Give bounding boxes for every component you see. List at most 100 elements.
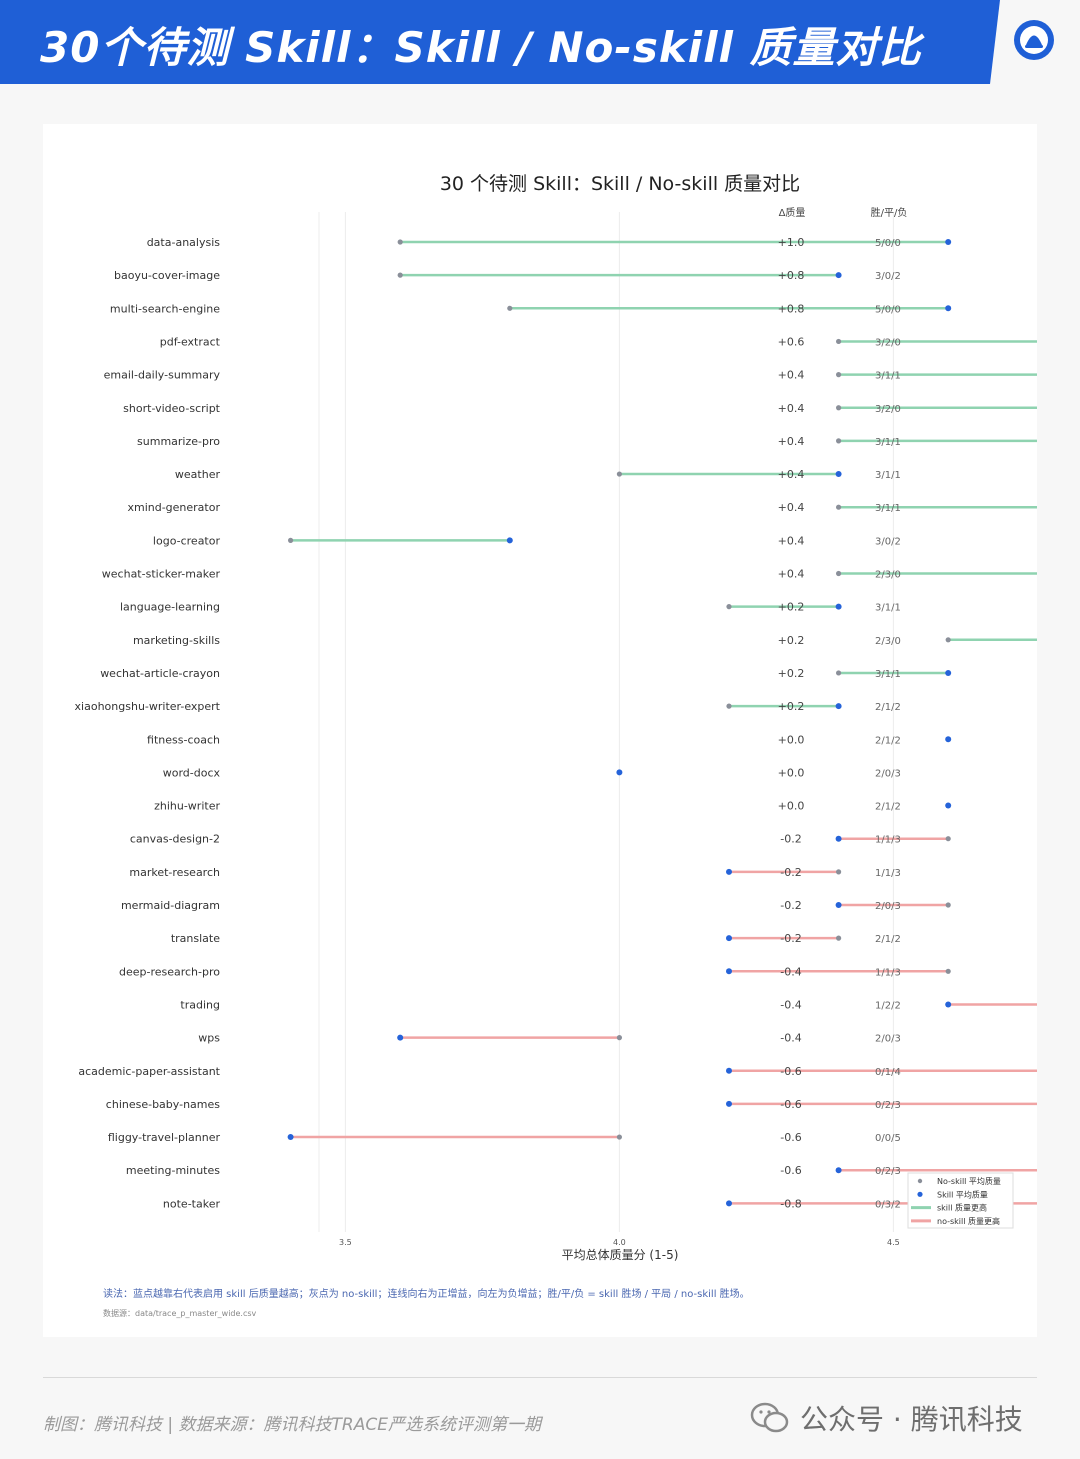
row-label: market-research [129, 866, 220, 879]
delta-value: +0.4 [778, 501, 805, 514]
wechat-icon [750, 1402, 789, 1433]
wtl-value: 5/0/0 [875, 238, 901, 249]
row-label: translate [171, 932, 220, 945]
x-axis-label: 平均总体质量分 (1-5) [562, 1248, 679, 1262]
wtl-value: 3/2/0 [875, 404, 901, 415]
delta-value: -0.6 [780, 1131, 801, 1144]
no-skill-point [616, 471, 623, 477]
wtl-value: 3/0/2 [875, 536, 901, 547]
skill-point [726, 1067, 732, 1074]
skill-point [945, 305, 952, 312]
delta-value: -0.4 [780, 965, 801, 978]
skill-point [835, 902, 842, 908]
no-skill-point [616, 1134, 623, 1140]
row-label: short-video-script [123, 402, 221, 415]
legend-label: skill 质量更高 [937, 1203, 987, 1213]
row-label: mermaid-diagram [121, 899, 220, 912]
header-banner [0, 0, 1000, 84]
footer-credit: 制图：腾讯科技 | 数据来源：腾讯科技TRACE严选系统评测第一期 [43, 1415, 541, 1435]
delta-value: -0.6 [780, 1065, 801, 1078]
wtl-value: 1/2/2 [875, 1000, 901, 1011]
row-label: fliggy-travel-planner [108, 1131, 221, 1144]
wtl-value: 3/1/1 [875, 437, 901, 448]
no-skill-point [726, 703, 732, 709]
chart-card: 30 个待测 Skill：Skill / No-skill 质量对比 Δ质量 胜… [43, 124, 1037, 1337]
dumbbell-chart: 30 个待测 Skill：Skill / No-skill 质量对比 Δ质量 胜… [75, 173, 1037, 1262]
legend-label: No-skill 平均质量 [937, 1176, 1001, 1186]
row-label: marketing-skills [133, 634, 220, 647]
delta-value: +0.2 [778, 667, 805, 680]
no-skill-point [397, 239, 403, 245]
delta-value: -0.2 [780, 899, 801, 912]
no-skill-point [288, 537, 294, 543]
row-label: meeting-minutes [126, 1164, 220, 1177]
skill-point [726, 968, 732, 975]
delta-value: +0.2 [778, 700, 805, 713]
no-skill-point [836, 438, 842, 444]
delta-value: +0.4 [778, 369, 805, 382]
skill-point [726, 868, 732, 875]
wtl-value: 2/0/3 [875, 768, 901, 779]
row-label: xiaohongshu-writer-expert [75, 700, 221, 713]
skill-point [835, 1167, 842, 1174]
wtl-value: 0/3/2 [875, 1199, 901, 1210]
row-label: language-learning [120, 601, 220, 614]
skill-point [835, 603, 842, 610]
delta-value: -0.4 [780, 1032, 801, 1045]
skill-point [726, 935, 732, 942]
data-source-note: 数据源：data/trace_p_master_wide.csv [103, 1309, 257, 1318]
wtl-value: 1/1/3 [875, 868, 901, 879]
row-label: canvas-design-2 [130, 833, 220, 846]
wtl-value: 3/1/1 [875, 503, 901, 514]
row-label: wechat-sticker-maker [102, 568, 221, 581]
delta-value: -0.2 [780, 866, 801, 879]
skill-point [616, 769, 623, 776]
wtl-value: 2/3/0 [875, 636, 901, 647]
delta-value: +0.4 [778, 402, 805, 415]
delta-value: +0.0 [778, 733, 805, 746]
no-skill-point [836, 372, 842, 378]
row-label: summarize-pro [137, 435, 220, 448]
wtl-value: 3/1/1 [875, 371, 901, 382]
delta-value: +1.0 [778, 236, 805, 249]
delta-value: +0.8 [778, 269, 805, 282]
row-label: multi-search-engine [110, 302, 220, 315]
delta-value: +0.0 [778, 800, 805, 813]
wtl-value: 2/3/0 [875, 570, 901, 581]
no-skill-point [836, 338, 842, 345]
reading-note: 读法：蓝点越靠右代表启用 skill 后质量越高；灰点为 no-skill；连线… [103, 1289, 750, 1300]
skill-point [726, 1200, 732, 1207]
row-label: wechat-article-crayon [100, 667, 220, 680]
no-skill-point [945, 902, 951, 908]
footer-divider [43, 1377, 1037, 1378]
skill-point [835, 835, 842, 842]
skill-point [506, 537, 513, 544]
delta-value: -0.6 [780, 1164, 801, 1177]
no-skill-point [836, 935, 842, 941]
row-label: fitness-coach [147, 733, 220, 746]
wtl-value: 2/0/3 [875, 901, 901, 912]
no-skill-point [616, 1035, 623, 1041]
no-skill-point [507, 305, 513, 311]
row-label: weather [175, 468, 221, 481]
row-label: xmind-generator [127, 501, 220, 514]
row-label: note-taker [163, 1197, 221, 1210]
delta-value: -0.2 [780, 932, 801, 945]
row-label: wps [198, 1032, 220, 1045]
page-title: 30个待测 Skill：Skill / No-skill 质量对比 [40, 23, 922, 72]
wechat-badge: 公众号 · 腾讯科技 [750, 1398, 1023, 1438]
row-label: chinese-baby-names [106, 1098, 220, 1111]
delta-value: +0.2 [778, 634, 805, 647]
wtl-value: 1/1/3 [875, 967, 901, 978]
no-skill-point [836, 670, 842, 676]
delta-value: -0.2 [780, 833, 801, 846]
skill-point [835, 703, 842, 710]
no-skill-point [836, 570, 842, 577]
row-label: trading [180, 998, 220, 1011]
wtl-value: 2/0/3 [875, 1034, 901, 1045]
chart-title: 30 个待测 Skill：Skill / No-skill 质量对比 [440, 173, 800, 195]
row-label: logo-creator [153, 534, 221, 547]
delta-value: +0.4 [778, 534, 805, 547]
skill-point [945, 1001, 952, 1008]
wtl-value: 3/0/2 [875, 271, 901, 282]
